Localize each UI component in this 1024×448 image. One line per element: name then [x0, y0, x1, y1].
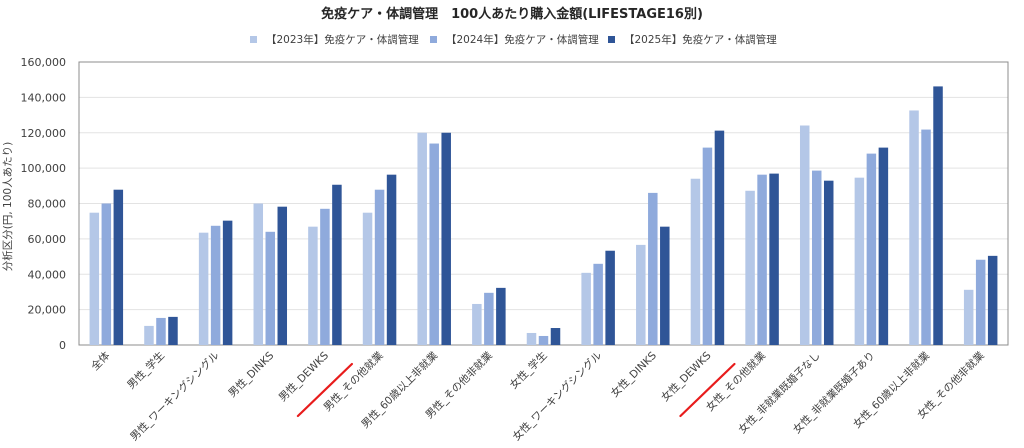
x-category-label: 女性_ワーキングシングル	[510, 349, 604, 443]
chart-title: 免疫ケア・体調管理 100人あたり購入金額(LIFESTAGE16別)	[321, 7, 703, 22]
y-tick-label: 100,000	[21, 162, 67, 175]
bar	[472, 303, 482, 345]
legend-label-2023: 【2023年】免疫ケア・体調管理	[266, 34, 419, 46]
bar	[866, 153, 877, 345]
legend-item-2025: 【2025年】免疫ケア・体調管理	[608, 32, 777, 47]
bar	[581, 272, 591, 345]
x-category-label: 全体	[88, 349, 112, 373]
bar	[757, 174, 767, 345]
bar	[975, 259, 986, 345]
legend: 【2023年】免疫ケア・体調管理 【2024年】免疫ケア・体調管理 【2025年…	[0, 32, 1024, 48]
bar	[648, 192, 658, 345]
bar	[660, 226, 670, 345]
bar	[89, 212, 100, 345]
bar	[374, 189, 385, 345]
bar	[210, 225, 221, 345]
legend-label-2025: 【2025年】免疫ケア・体調管理	[624, 34, 777, 46]
bar	[636, 244, 646, 345]
bar	[702, 147, 713, 345]
y-tick-label: 160,000	[21, 56, 67, 69]
bar	[156, 317, 166, 345]
bar	[593, 263, 603, 345]
bar	[854, 177, 865, 345]
x-category-label: 男性_DINKS	[226, 349, 277, 400]
legend-item-2023: 【2023年】免疫ケア・体調管理	[250, 32, 419, 47]
x-category-label: 女性_DINKS	[608, 349, 659, 400]
bar	[745, 190, 755, 345]
x-category-label: 男性_ワーキングシングル	[127, 349, 221, 443]
legend-swatch-2025-icon	[608, 36, 615, 43]
bar	[429, 143, 439, 345]
bar	[113, 189, 124, 345]
x-category-label: 女性_DEWKS	[658, 349, 713, 404]
y-tick-label: 20,000	[28, 304, 67, 317]
bar	[441, 132, 451, 345]
bar	[253, 203, 264, 345]
bar	[811, 170, 822, 345]
bar	[933, 86, 943, 345]
y-tick-label: 80,000	[28, 198, 67, 211]
legend-swatch-2023-icon	[250, 36, 257, 43]
bar	[714, 130, 725, 345]
legend-item-2024: 【2024年】免疫ケア・体調管理	[430, 32, 599, 47]
bar	[921, 129, 931, 345]
bar	[538, 335, 549, 345]
y-tick-label: 60,000	[28, 233, 67, 246]
bar	[909, 110, 919, 346]
bar	[417, 132, 427, 345]
x-category-label: 男性_学生	[124, 349, 167, 392]
bar	[550, 328, 561, 345]
bar	[769, 173, 779, 345]
bar	[987, 255, 998, 345]
legend-label-2024: 【2024年】免疫ケア・体調管理	[446, 34, 599, 46]
bar	[198, 232, 209, 345]
bar	[168, 316, 178, 345]
y-tick-label: 40,000	[28, 268, 67, 281]
red-underline-annotation	[296, 362, 354, 418]
bar	[265, 231, 276, 345]
bar	[605, 250, 615, 345]
bar	[963, 289, 974, 345]
bar	[332, 184, 342, 345]
bar	[362, 212, 373, 345]
legend-swatch-2024-icon	[430, 36, 437, 43]
bar	[101, 203, 112, 345]
bar	[878, 147, 889, 345]
bar	[823, 180, 834, 345]
y-tick-label: 120,000	[21, 127, 67, 140]
bar	[308, 226, 318, 345]
x-category-label: 男性_DEWKS	[276, 349, 331, 404]
bar	[526, 332, 537, 345]
y-tick-label: 140,000	[21, 91, 67, 104]
bar	[222, 220, 233, 345]
red-underline-annotation	[679, 362, 736, 418]
bar	[484, 292, 494, 345]
x-category-label: 女性_学生	[507, 349, 550, 392]
bar	[386, 174, 397, 345]
bar	[144, 325, 154, 345]
y-tick-label: 0	[59, 339, 66, 352]
bar	[320, 208, 330, 345]
bar	[690, 178, 701, 345]
bar	[496, 287, 506, 345]
bar	[277, 206, 288, 345]
bar	[799, 125, 810, 345]
